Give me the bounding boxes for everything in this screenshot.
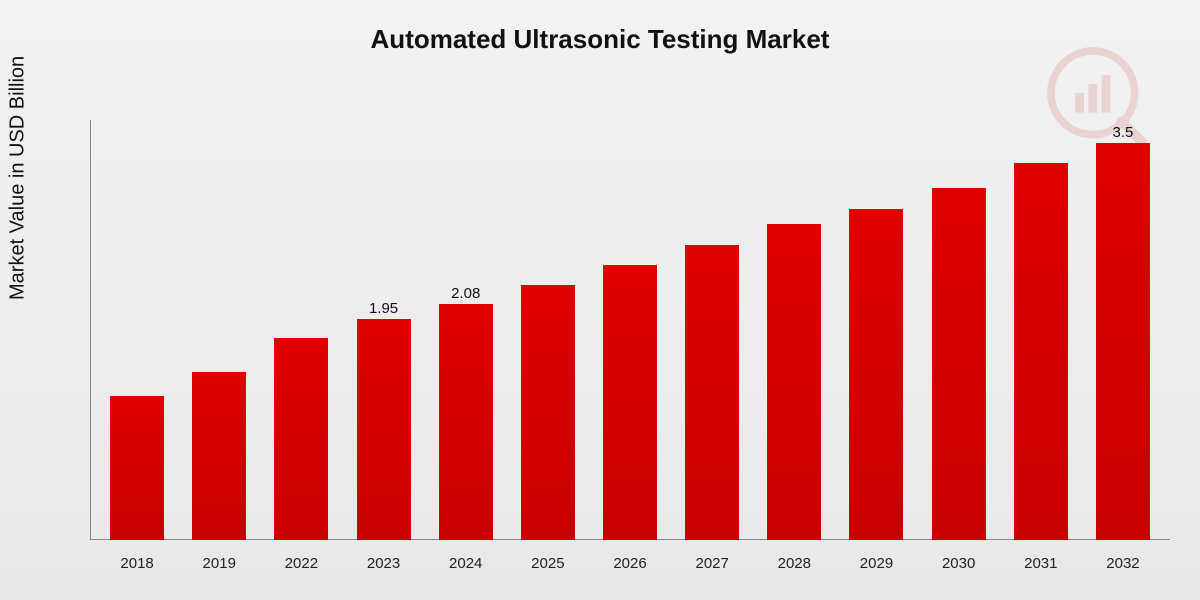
bar-slot: [1014, 120, 1068, 540]
bar: [439, 304, 493, 540]
x-tick-label: 2018: [110, 555, 164, 572]
bar: [603, 265, 657, 540]
bar: [357, 319, 411, 540]
bar-slot: [603, 120, 657, 540]
bar-slot: [932, 120, 986, 540]
bar-slot: [110, 120, 164, 540]
x-tick-label: 2026: [603, 555, 657, 572]
x-tick-label: 2024: [439, 555, 493, 572]
bar: [1014, 163, 1068, 540]
x-tick-label: 2029: [849, 555, 903, 572]
bar-slot: [767, 120, 821, 540]
bar-value-label: 1.95: [357, 300, 411, 319]
bar: [521, 285, 575, 540]
plot-area: 1.95 2.08 3.5: [90, 120, 1170, 540]
bar-slot: [192, 120, 246, 540]
bar: [767, 224, 821, 540]
bar: [932, 188, 986, 540]
bar: [110, 396, 164, 540]
bar-slot: [521, 120, 575, 540]
bar: [274, 338, 328, 540]
x-tick-label: 2031: [1014, 555, 1068, 572]
bar-value-label: 2.08: [439, 285, 493, 304]
bar-slot: 1.95: [356, 120, 410, 540]
bar-slot: [849, 120, 903, 540]
x-tick-label: 2030: [932, 555, 986, 572]
x-tick-label: 2027: [685, 555, 739, 572]
x-labels-container: 2018 2019 2022 2023 2024 2025 2026 2027 2028 2029…: [90, 555, 1170, 572]
y-axis-label: Market Value in USD Billion: [7, 56, 30, 300]
x-tick-label: 2023: [356, 555, 410, 572]
bar-slot: 2.08: [439, 120, 493, 540]
bar-value-label: 3.5: [1096, 124, 1150, 143]
x-tick-label: 2019: [192, 555, 246, 572]
bar: [192, 372, 246, 540]
x-tick-label: 2028: [767, 555, 821, 572]
bar: [849, 209, 903, 540]
bar-slot: [274, 120, 328, 540]
bar: [685, 245, 739, 540]
x-tick-label: 2032: [1096, 555, 1150, 572]
bar: [1096, 143, 1150, 540]
bars-container: 1.95 2.08 3.5: [90, 120, 1170, 540]
chart-title: Automated Ultrasonic Testing Market: [0, 24, 1200, 55]
x-tick-label: 2022: [274, 555, 328, 572]
x-tick-label: 2025: [521, 555, 575, 572]
bar-slot: [685, 120, 739, 540]
bar-slot: 3.5: [1096, 120, 1150, 540]
